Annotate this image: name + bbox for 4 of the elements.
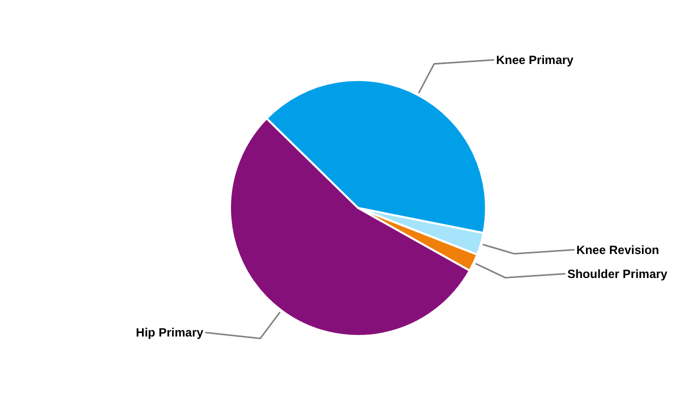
slice-label: Knee Revision [576, 243, 660, 258]
slice-label: Hip Primary [136, 326, 204, 340]
slice-label: Shoulder Primary [567, 266, 668, 281]
slice-label: Knee Primary [496, 53, 574, 68]
